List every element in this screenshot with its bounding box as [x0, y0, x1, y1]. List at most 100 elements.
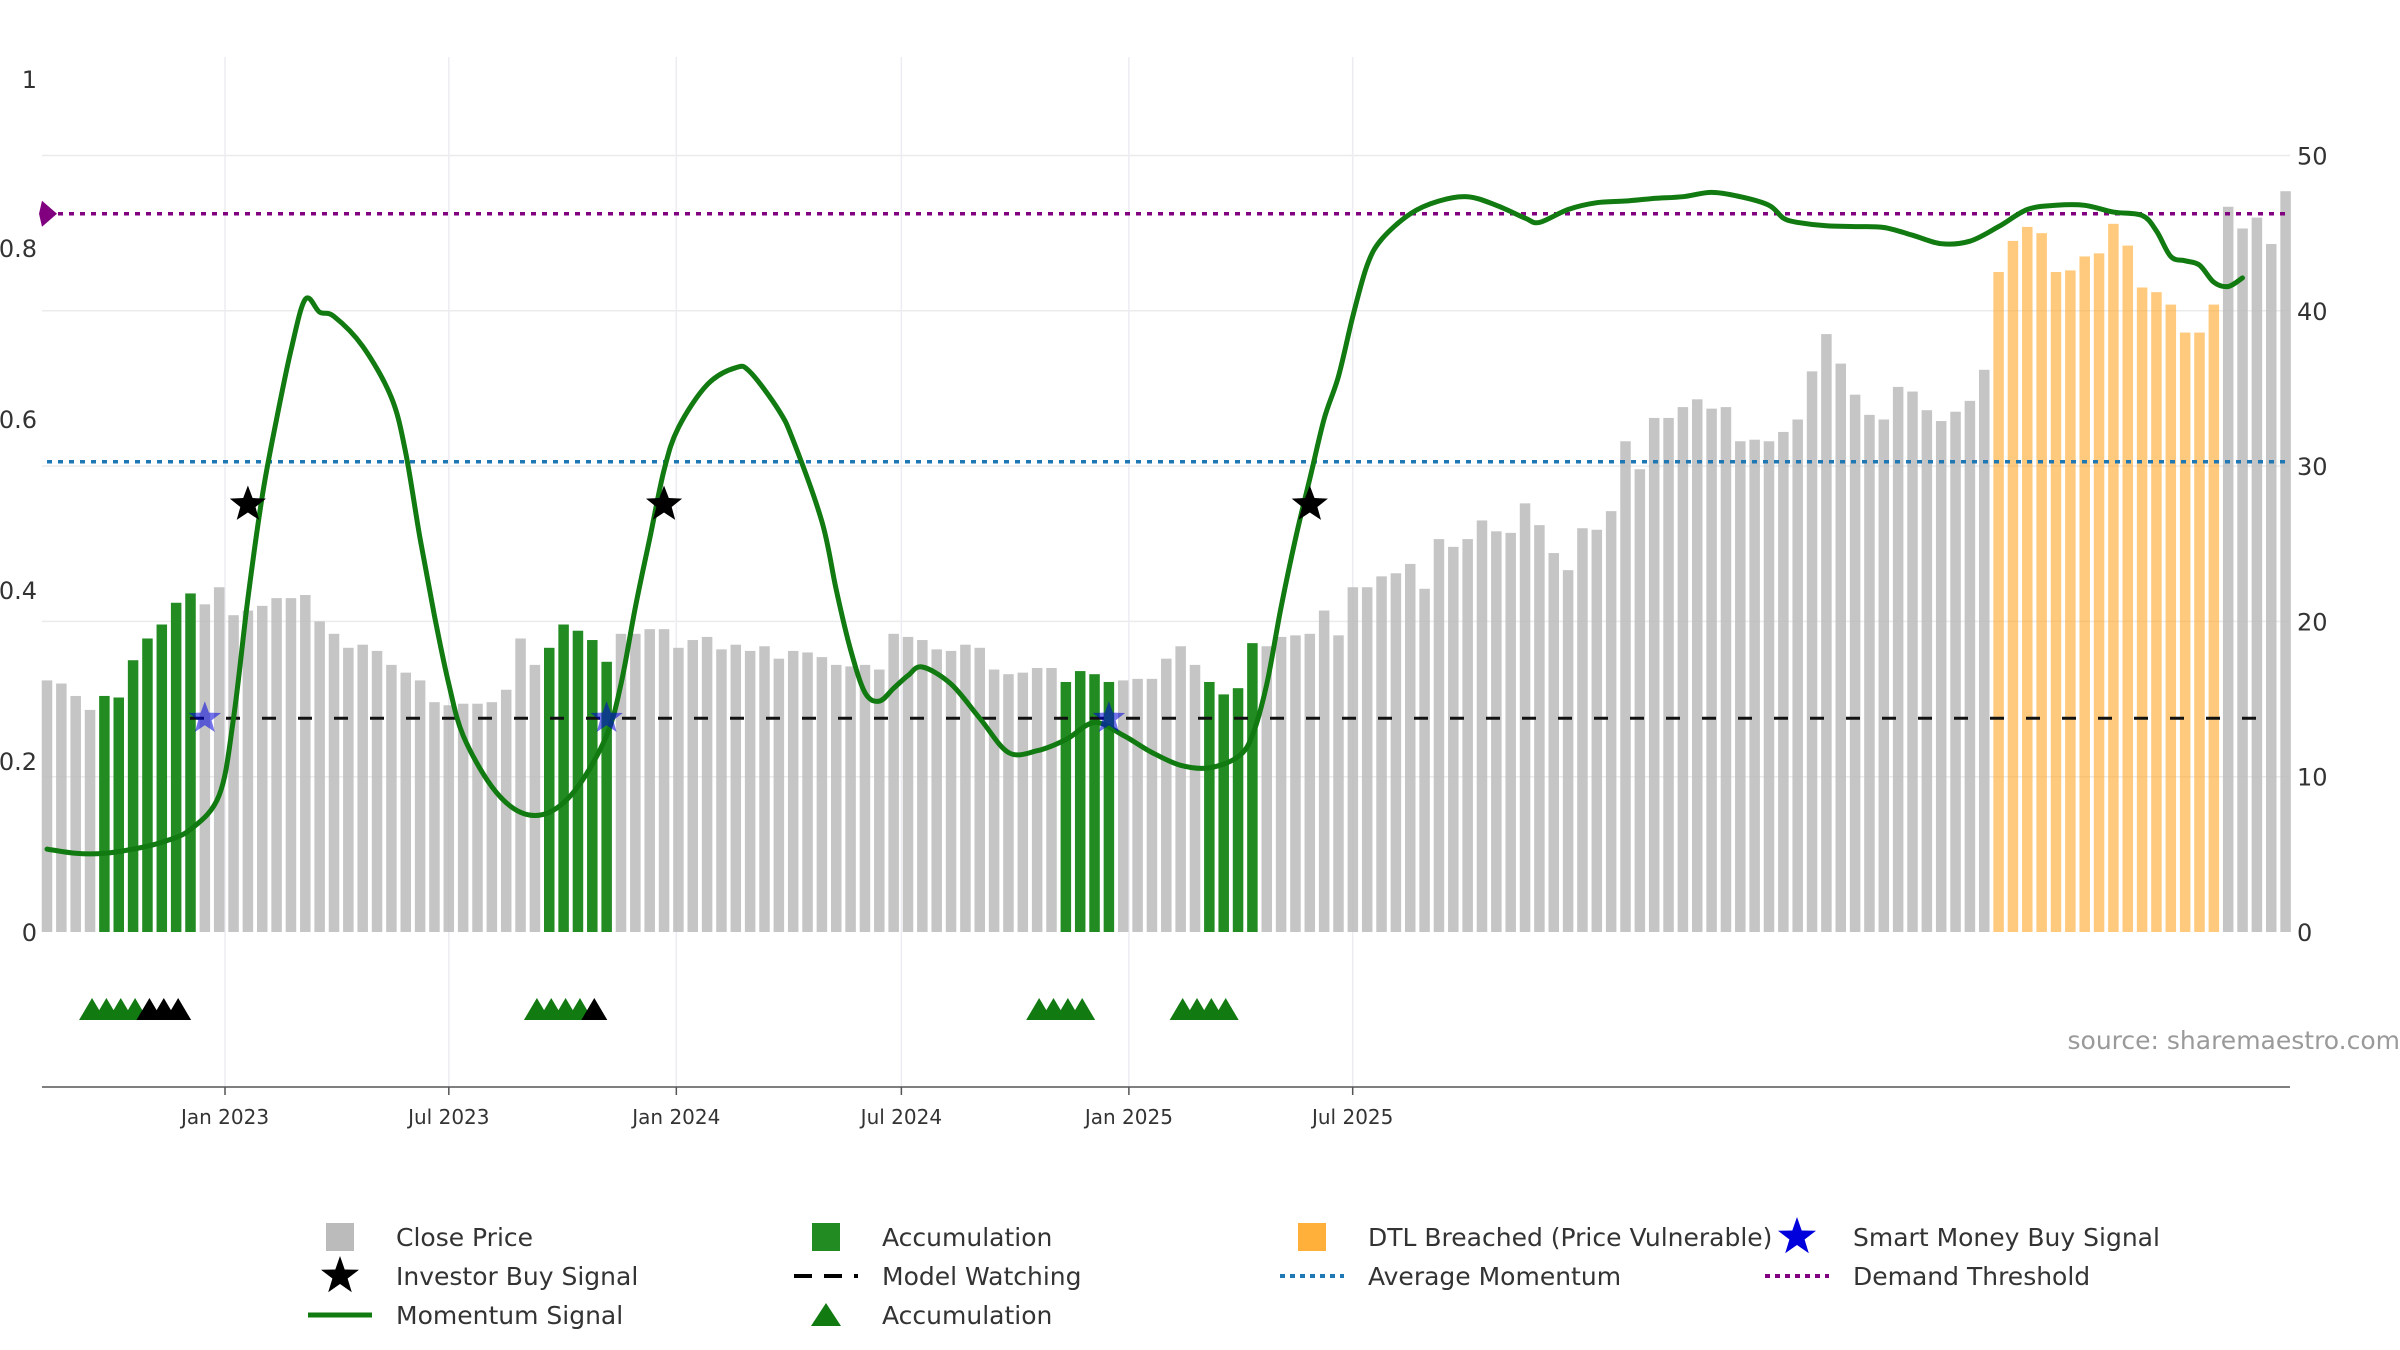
- legend-swatch: [812, 1223, 840, 1251]
- close-price-bar: [1921, 410, 1933, 932]
- close-price-bar: [1979, 369, 1990, 933]
- dtl-breached-bar: [2136, 287, 2148, 932]
- y-left-tick-label: 0.4: [0, 577, 37, 605]
- close-price-bar: [945, 650, 957, 932]
- x-tick-label: Jan 2023: [179, 1105, 269, 1129]
- dtl-breached-bar: [2079, 256, 2090, 932]
- close-price-bar: [1864, 414, 1875, 932]
- accumulation-bar: [113, 697, 124, 932]
- legend-swatch: [326, 1223, 354, 1251]
- close-price-bar: [257, 605, 268, 932]
- close-price-bar: [859, 664, 871, 932]
- close-price-bar: [2266, 244, 2277, 932]
- close-price-bar: [472, 703, 483, 932]
- accumulation-bar: [1074, 671, 1086, 932]
- accumulation-bar: [156, 624, 168, 932]
- dtl-breached-bar: [2108, 223, 2119, 932]
- close-price-bar: [2222, 206, 2234, 932]
- legend-label: Smart Money Buy Signal: [1853, 1223, 2160, 1252]
- close-price-bar: [787, 650, 799, 932]
- close-price-bar: [1605, 511, 1617, 932]
- legend-label: Investor Buy Signal: [396, 1262, 638, 1291]
- gridlines: [42, 57, 2290, 1087]
- close-price-bar: [515, 638, 526, 932]
- close-price-bar: [1835, 363, 1846, 932]
- close-price-bar: [443, 705, 455, 932]
- y-right-tick-label: 30: [2297, 453, 2328, 481]
- close-price-bar: [1118, 680, 1129, 932]
- close-price-bar: [1763, 441, 1775, 932]
- close-price-bar: [1347, 587, 1359, 932]
- accumulation-bar: [170, 602, 182, 932]
- dtl-breached-bar: [2065, 270, 2076, 932]
- close-price-bar: [1792, 419, 1803, 932]
- axes: Jan 2023 Jul 2023 Jan 2024 Jul 2024 Jan 2025…: [0, 66, 2328, 1129]
- accumulation-triangle: [1069, 998, 1096, 1020]
- accumulation-bar: [1247, 643, 1258, 932]
- legend-item: Investor Buy Signal: [321, 1256, 638, 1293]
- close-price-bar: [1476, 520, 1488, 932]
- y-left-tick-label: 1: [22, 66, 37, 94]
- close-price-bar: [1878, 419, 1890, 932]
- y-right-tick-label: 20: [2297, 608, 2328, 636]
- momentum-signal-series: [44, 189, 2245, 857]
- close-price-bar: [84, 709, 96, 932]
- close-price-bar: [1735, 441, 1746, 932]
- close-price-bar: [1146, 678, 1158, 932]
- close-price-bar: [1304, 633, 1316, 932]
- close-price-bar: [1031, 667, 1043, 932]
- close-price-bar: [1591, 529, 1603, 932]
- legend-label: Accumulation: [882, 1223, 1052, 1252]
- close-price-bar: [1376, 576, 1387, 932]
- close-price-bar: [343, 647, 354, 932]
- close-price-bar: [56, 683, 67, 932]
- close-price-bar: [1017, 672, 1029, 932]
- legend-item: Close Price: [326, 1223, 533, 1252]
- close-price-bar: [2251, 217, 2263, 932]
- close-price-bar: [1419, 588, 1430, 932]
- dtl-breached-bar: [2194, 332, 2205, 932]
- close-price-bar: [615, 633, 627, 932]
- smart-money-buy-signal-star: [1092, 701, 1126, 732]
- x-tick-label: Jul 2023: [406, 1105, 489, 1129]
- accumulation-bar: [1218, 694, 1229, 932]
- close-price-bar: [70, 695, 81, 932]
- momentum-signal-line: [44, 189, 2245, 857]
- close-price-bar: [1003, 674, 1014, 932]
- close-price-bar: [1046, 667, 1057, 932]
- dtl-breached-bar: [2179, 332, 2191, 932]
- close-price-bar: [1275, 636, 1287, 932]
- y-right-tick-label: 0: [2297, 919, 2312, 947]
- accumulation-bar: [587, 640, 598, 932]
- dtl-breached-bar: [2122, 245, 2133, 933]
- close-price-bar: [357, 644, 368, 932]
- smart-money-buy-signal-star: [188, 701, 221, 732]
- close-price-bar: [716, 649, 727, 932]
- y-left-tick-label: 0: [22, 919, 37, 947]
- accumulation-bar: [1060, 681, 1072, 932]
- close-price-bar: [1749, 439, 1760, 932]
- close-price-bar: [1189, 664, 1201, 932]
- close-price-bar: [673, 647, 684, 932]
- close-price-bar: [1390, 573, 1402, 932]
- close-price-bar: [1290, 635, 1301, 932]
- close-price-bar: [285, 598, 297, 932]
- accumulation-bar: [1232, 688, 1244, 932]
- close-price-bar: [1548, 553, 1559, 932]
- close-price-bar: [974, 647, 985, 932]
- legend-star-icon: [1778, 1217, 1816, 1254]
- close-price-bar: [429, 702, 440, 932]
- close-price-bar: [1806, 371, 1818, 932]
- legend-label: Accumulation: [882, 1301, 1052, 1330]
- dtl-breached-bar: [1993, 271, 2004, 933]
- dtl-breached-bar: [2093, 253, 2105, 933]
- close-price-bar: [988, 669, 1000, 932]
- close-price-bar: [902, 636, 914, 932]
- investor-buy-signal-star: [646, 485, 683, 520]
- accumulation-bar: [601, 661, 612, 932]
- close-price-bar: [500, 689, 512, 932]
- accumulation-bar: [572, 630, 584, 932]
- dtl-breached-bar: [2208, 304, 2220, 932]
- close-price-bar: [701, 636, 713, 932]
- close-price-bar: [1778, 431, 1789, 932]
